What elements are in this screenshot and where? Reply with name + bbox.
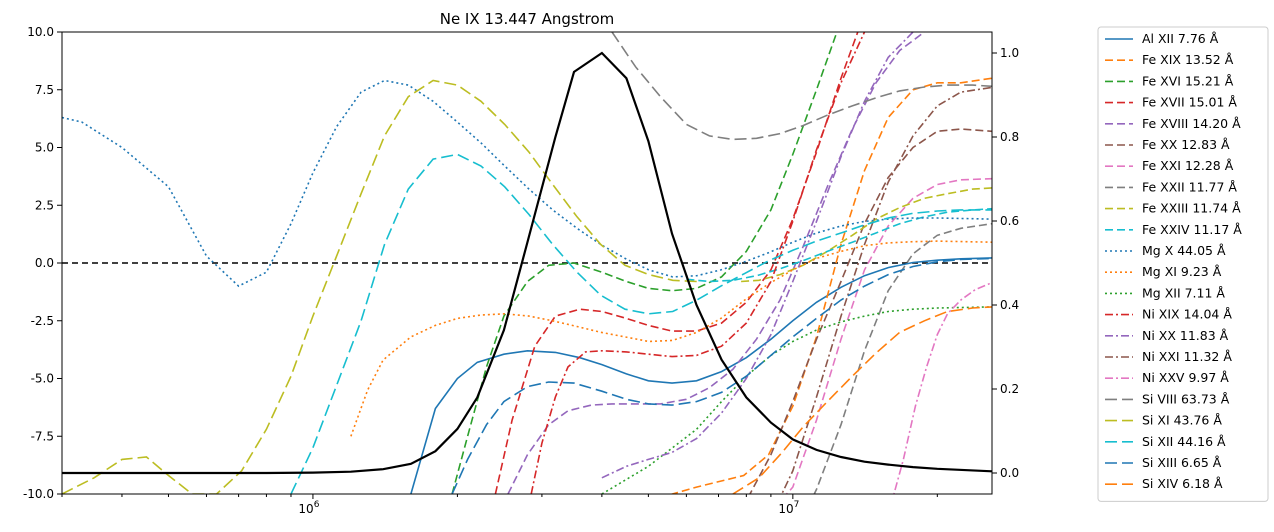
- y-left-tick-label: 2.5: [35, 198, 54, 212]
- series-line-5: [749, 128, 992, 494]
- series-line-15: [780, 86, 992, 494]
- legend-label: Al XII 7.76 Å: [1142, 31, 1219, 46]
- y-right-tick-label: 0.8: [1000, 130, 1019, 144]
- series-line-19: [289, 153, 992, 494]
- y-left-tick-label: 0.0: [35, 256, 54, 270]
- series-line-6: [785, 177, 992, 494]
- legend-label: Ni XXI 11.32 Å: [1142, 349, 1232, 364]
- y-left-tick-label: -5.0: [31, 372, 54, 386]
- emissivity-curve: [62, 51, 992, 475]
- y-left-tick-label: 7.5: [35, 83, 54, 97]
- series-line-7: [813, 222, 992, 494]
- legend-label: Fe XXIV 11.17 Å: [1142, 222, 1242, 237]
- legend-box: [1097, 26, 1269, 502]
- y-left-tick-label: -2.5: [31, 314, 54, 328]
- legend-label: Ni XX 11.83 Å: [1142, 328, 1229, 343]
- legend-label: Fe XX 12.83 Å: [1142, 137, 1230, 152]
- legend-label: Si XIV 6.18 Å: [1142, 476, 1223, 491]
- legend-label: Fe XXI 12.28 Å: [1142, 158, 1234, 173]
- y-left-tick-label: -10.0: [23, 487, 54, 501]
- legend-label: Ni XIX 14.04 Å: [1142, 307, 1232, 322]
- legend-label: Fe XIX 13.52 Å: [1142, 52, 1234, 67]
- series-line-20: [451, 257, 992, 494]
- y-right-tick-label: 0.2: [1000, 382, 1019, 396]
- legend-label: Fe XVI 15.21 Å: [1142, 73, 1234, 88]
- plot-frame: [61, 31, 993, 495]
- legend-label: Fe XXIII 11.74 Å: [1142, 201, 1241, 216]
- legend-label: Fe XVIII 14.20 Å: [1142, 116, 1241, 131]
- legend-label: Fe XXII 11.77 Å: [1142, 179, 1237, 194]
- legend-label: Si XII 44.16 Å: [1142, 434, 1226, 449]
- y-left-tick-label: -7.5: [31, 429, 54, 443]
- series-line-11: [350, 240, 992, 437]
- y-right-tick-label: 1.0: [1000, 46, 1019, 60]
- series-line-17: [611, 32, 992, 141]
- legend-label: Fe XVII 15.01 Å: [1142, 95, 1237, 110]
- legend-label: Si VIII 63.73 Å: [1142, 391, 1230, 406]
- series-line-21: [732, 306, 992, 494]
- legend-label: Ni XXV 9.97 Å: [1142, 370, 1229, 385]
- y-left-tick-label: 5.0: [35, 141, 54, 155]
- series-line-9: [686, 207, 992, 283]
- axes-layer: -10.0 -7.5 -5.0 -2.5 0.0 2.5 5.0 7.5 10.0 0.0 0.2 0…: [23, 25, 1019, 516]
- y-right-tick-label: 0.0: [1000, 466, 1019, 480]
- series-line-12: [601, 306, 992, 494]
- legend-label: Mg X 44.05 Å: [1142, 243, 1226, 258]
- legend-label: Mg XI 9.23 Å: [1142, 264, 1222, 279]
- chart-title: Ne IX 13.447 Angstrom: [440, 10, 615, 28]
- legend-label: Si XI 43.76 Å: [1142, 413, 1222, 428]
- y-left-tick-label: 10.0: [27, 25, 54, 39]
- legend-label: Mg XII 7.11 Å: [1142, 285, 1225, 300]
- series-layer: [62, 32, 992, 494]
- series-line-8: [741, 187, 992, 283]
- y-right-tick-label: 0.4: [1000, 298, 1019, 312]
- series-line-1: [669, 77, 992, 494]
- legend-label: Si XIII 6.65 Å: [1142, 455, 1222, 470]
- series-line-0: [410, 257, 992, 494]
- series-line-14: [601, 32, 915, 479]
- legend: Al XII 7.76 Å Fe XIX 13.52 Å Fe XVI 15.21 …: [1097, 26, 1269, 502]
- y-right-tick-label: 0.6: [1000, 214, 1019, 228]
- series-line-16: [893, 281, 992, 494]
